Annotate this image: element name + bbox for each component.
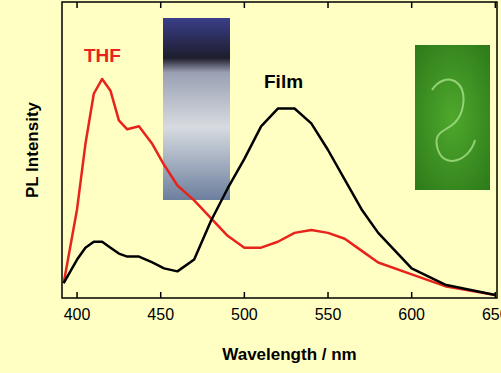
x-tick-top <box>327 2 329 8</box>
inset-photo-film <box>415 45 490 190</box>
series-line <box>64 109 496 295</box>
x-tick-label: 450 <box>147 306 174 323</box>
inset-photo-solution <box>163 18 230 200</box>
x-tick-top <box>244 2 246 8</box>
x-tick <box>160 292 162 298</box>
x-tick <box>411 292 413 298</box>
plot-frame <box>62 2 497 298</box>
plot-area <box>64 79 496 295</box>
x-tick-label: 600 <box>398 306 425 323</box>
x-tick <box>495 292 497 298</box>
series-line <box>64 79 496 295</box>
series-label: Film <box>264 71 303 92</box>
x-tick <box>76 292 78 298</box>
x-tick <box>244 292 246 298</box>
background <box>0 0 501 373</box>
y-axis-label: PL Intensity <box>23 101 42 198</box>
x-tick <box>327 292 329 298</box>
x-tick-label: 650 <box>482 306 501 323</box>
x-tick-top <box>76 2 78 8</box>
series-label: THF <box>84 45 121 66</box>
chart: 400 450 500 550 600 650 Wavelength / nm PL Inte… <box>0 0 501 373</box>
film-pattern <box>432 80 475 161</box>
x-axis-label: Wavelength / nm <box>222 345 356 364</box>
x-tick-top <box>160 2 162 8</box>
x-tick-top <box>411 2 413 8</box>
x-tick-label: 550 <box>315 306 342 323</box>
x-tick-top <box>495 2 497 8</box>
x-tick-label: 400 <box>64 306 91 323</box>
x-tick-label: 500 <box>231 306 258 323</box>
